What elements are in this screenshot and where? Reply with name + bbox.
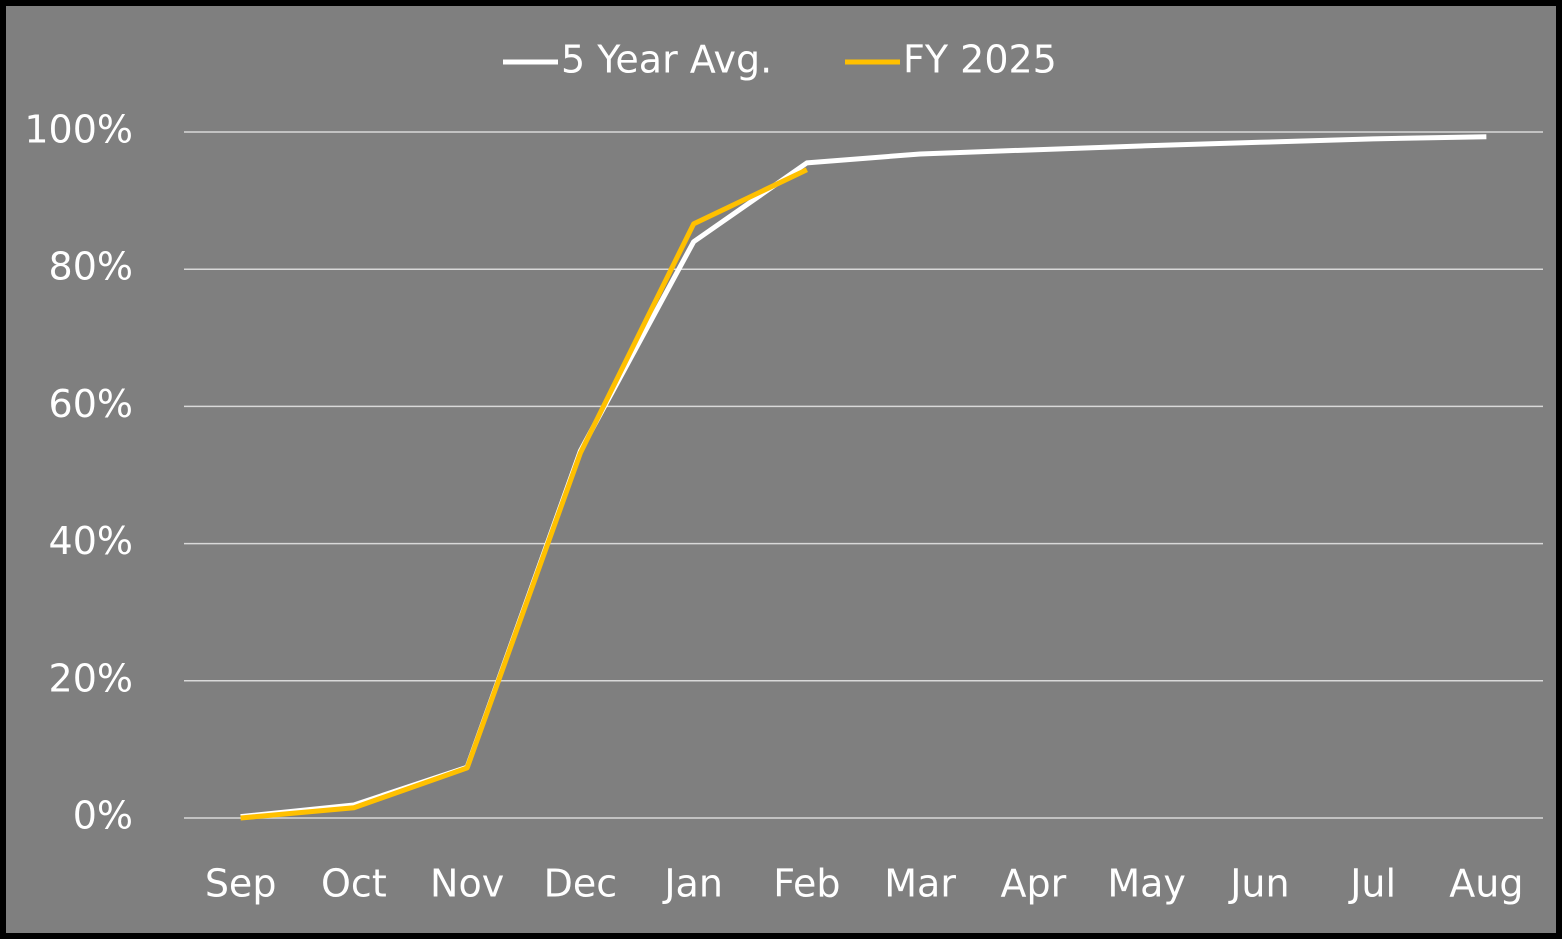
y-tick-label: 40%: [49, 519, 133, 563]
x-tick-label: Aug: [1449, 862, 1523, 906]
y-tick-label: 60%: [49, 382, 133, 426]
y-tick-label: 0%: [73, 794, 133, 838]
y-tick-label: 80%: [49, 245, 133, 289]
x-tick-label: Nov: [430, 862, 504, 906]
legend-label: 5 Year Avg.: [561, 38, 772, 82]
y-tick-label: 100%: [24, 108, 133, 152]
x-tick-label: Sep: [205, 862, 277, 906]
y-tick-label: 20%: [49, 656, 133, 700]
x-tick-label: Dec: [544, 862, 618, 906]
x-tick-label: Oct: [321, 862, 387, 906]
x-tick-label: Feb: [773, 862, 840, 906]
x-tick-label: Jul: [1348, 862, 1396, 906]
x-tick-label: Jun: [1228, 862, 1289, 906]
series-line: [240, 167, 808, 821]
x-tick-label: Jan: [662, 862, 723, 906]
x-tick-label: Apr: [1001, 862, 1067, 906]
legend-label: FY 2025: [903, 38, 1057, 82]
x-tick-label: May: [1107, 862, 1186, 906]
x-tick-label: Mar: [884, 862, 956, 906]
